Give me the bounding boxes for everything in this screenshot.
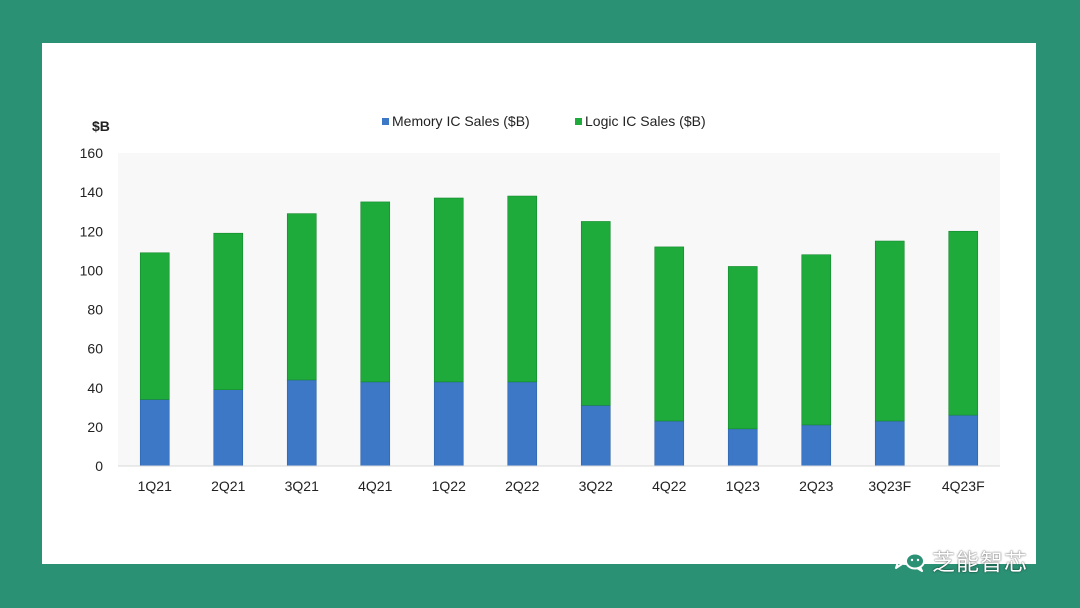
bar-segment-memory: [360, 381, 391, 467]
y-tick-label: 140: [80, 184, 104, 200]
bar-segment-memory: [507, 381, 538, 467]
bar-segment-logic: [213, 232, 244, 391]
x-tick-label: 2Q23: [799, 478, 833, 494]
bar-segment-logic: [286, 213, 317, 381]
plot-background: [118, 153, 1000, 466]
stacked-bar-chart: Memory IC Sales ($B) Logic IC Sales ($B) …: [80, 113, 1000, 494]
chart-frame: Memory IC Sales ($B) Logic IC Sales ($B) …: [42, 43, 1036, 564]
x-tick-label: 1Q22: [432, 478, 466, 494]
x-tick-label: 4Q22: [652, 478, 686, 494]
watermark: 芝能智芯: [892, 540, 1028, 580]
bar-segment-logic: [654, 246, 685, 422]
bar-segment-memory: [948, 414, 979, 467]
bar-segment-logic: [801, 254, 832, 426]
x-tick-label: 1Q23: [726, 478, 760, 494]
bar-segment-logic: [433, 197, 464, 383]
bar-segment-memory: [874, 420, 905, 467]
bar-segment-logic: [139, 252, 170, 400]
legend-swatch-logic: [575, 118, 582, 125]
y-tick-label: 20: [87, 419, 103, 435]
y-tick-label: 0: [95, 458, 103, 474]
x-tick-label: 3Q22: [579, 478, 613, 494]
x-tick-label: 4Q23F: [942, 478, 985, 494]
bar-segment-memory: [286, 379, 317, 467]
y-tick-label: 160: [80, 145, 104, 161]
bar-segment-memory: [433, 381, 464, 467]
bar-segment-logic: [874, 240, 905, 422]
y-tick-label: 60: [87, 341, 103, 357]
bars: [139, 195, 979, 467]
bar-segment-memory: [213, 389, 244, 467]
x-tick-label: 3Q21: [285, 478, 319, 494]
bar-segment-memory: [139, 399, 170, 467]
x-tick-label: 2Q22: [505, 478, 539, 494]
x-tick-label: 2Q21: [211, 478, 245, 494]
bar-segment-memory: [654, 420, 685, 467]
watermark-text: 芝能智芯: [932, 550, 1028, 576]
legend: Memory IC Sales ($B) Logic IC Sales ($B): [382, 113, 706, 129]
y-axis: 0 20 40 60 80 100 120 140 160: [80, 145, 104, 474]
legend-swatch-memory: [382, 118, 389, 125]
x-tick-label: 3Q23F: [868, 478, 911, 494]
bar-segment-logic: [360, 201, 391, 383]
bar-segment-logic: [948, 230, 979, 416]
y-tick-label: 80: [87, 302, 103, 318]
plot-area: [118, 153, 1000, 466]
y-tick-label: 100: [80, 262, 104, 278]
y-axis-unit-label: $B: [92, 118, 110, 134]
y-tick-label: 120: [80, 223, 104, 239]
x-axis: 1Q21 2Q21 3Q21 4Q21 1Q22 2Q22 3Q22 4Q22 1Q23 2Q23…: [118, 465, 1000, 494]
bar-segment-memory: [801, 424, 832, 467]
y-tick-label: 40: [87, 380, 103, 396]
legend-label-logic: Logic IC Sales ($B): [585, 113, 706, 129]
x-tick-label: 4Q21: [358, 478, 392, 494]
wechat-icon: [892, 544, 926, 577]
bar-segment-memory: [727, 428, 758, 467]
bar-segment-logic: [580, 221, 611, 406]
legend-label-memory: Memory IC Sales ($B): [392, 113, 530, 129]
x-tick-label: 1Q21: [138, 478, 172, 494]
bar-segment-memory: [580, 405, 611, 467]
bar-segment-logic: [727, 266, 758, 430]
bar-segment-logic: [507, 195, 538, 383]
